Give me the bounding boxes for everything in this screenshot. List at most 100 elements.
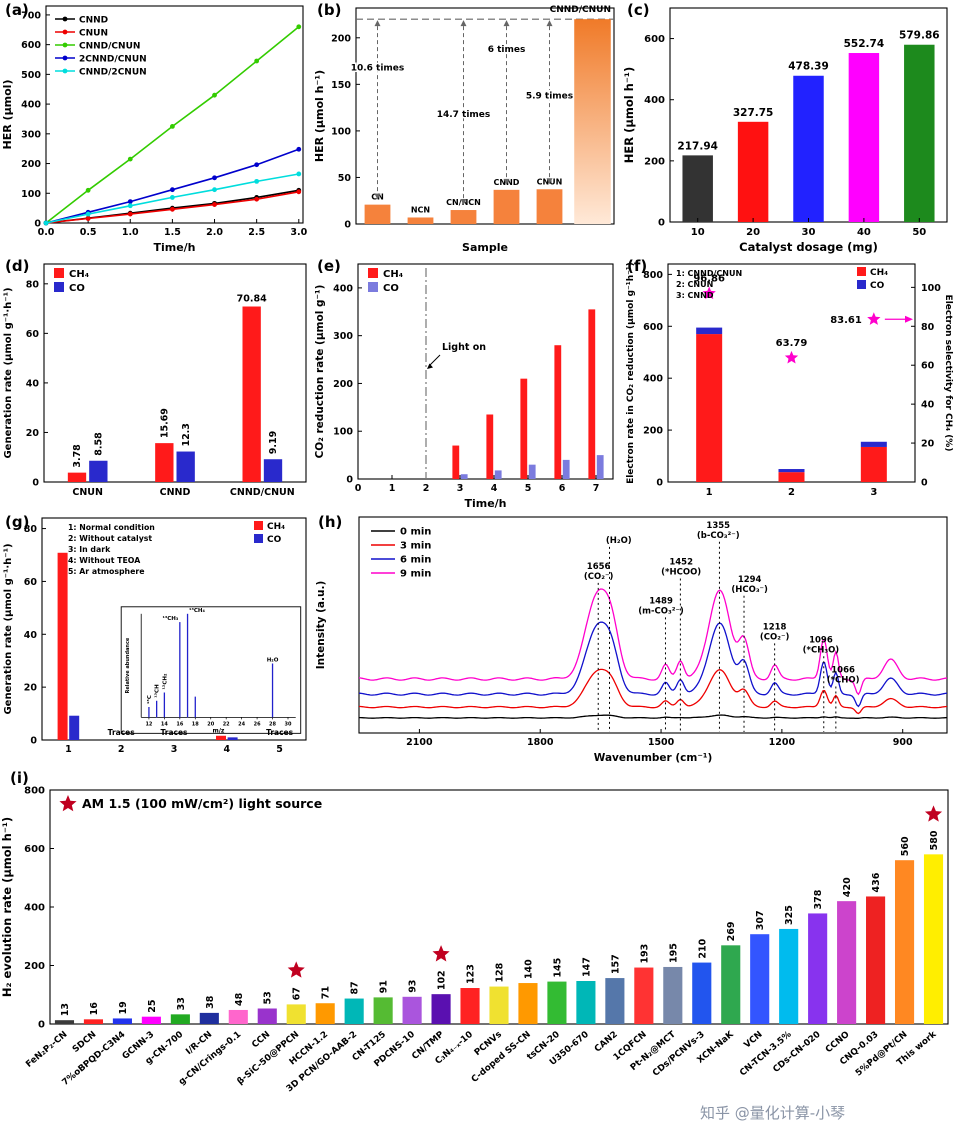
svg-text:CNND: CNND — [79, 15, 108, 25]
svg-text:1489: 1489 — [649, 596, 673, 606]
svg-text:26: 26 — [254, 721, 261, 727]
svg-text:40: 40 — [921, 400, 935, 411]
svg-text:800: 800 — [24, 786, 45, 797]
watermark: 知乎 @量化计算-小琴 — [700, 1104, 846, 1122]
svg-text:CNND/CNUN: CNND/CNUN — [230, 487, 295, 498]
svg-text:¹²CH₂: ¹²CH₂ — [161, 673, 168, 689]
svg-text:600: 600 — [24, 844, 45, 855]
svg-text:30: 30 — [802, 227, 816, 238]
svg-text:1800: 1800 — [527, 737, 554, 748]
svg-text:0: 0 — [344, 220, 351, 231]
svg-text:HER (µmol h⁻¹): HER (µmol h⁻¹) — [622, 67, 636, 163]
panel-h: (h) 2100 1800 1500 1200 900 Wavenumber (cm⁻¹)… — [313, 512, 957, 766]
svg-text:Electron selectivity for CH₄ (: Electron selectivity for CH₄ (%) — [943, 295, 953, 452]
svg-text:CO: CO — [267, 535, 282, 545]
svg-text:100: 100 — [331, 126, 351, 137]
svg-text:1.0: 1.0 — [122, 227, 139, 238]
svg-text:217.94: 217.94 — [677, 140, 718, 152]
svg-text:20: 20 — [746, 227, 760, 238]
panel-c-label: (c) — [627, 1, 650, 19]
svg-text:300: 300 — [333, 331, 353, 342]
svg-text:123: 123 — [466, 964, 477, 984]
svg-text:CNUN: CNUN — [72, 487, 103, 498]
svg-text:¹³C: ¹³C — [146, 695, 153, 704]
svg-text:600: 600 — [21, 40, 41, 51]
svg-text:(*HCOO): (*HCOO) — [661, 568, 701, 578]
svg-text:13: 13 — [60, 1003, 71, 1016]
panel-f: (f) 0 200 400 600 800 Electron rate in CO₂ re… — [622, 256, 957, 512]
svg-text:33: 33 — [176, 997, 187, 1010]
svg-text:96.86: 96.86 — [693, 273, 725, 284]
svg-text:(b-CO₃²⁻): (b-CO₃²⁻) — [697, 531, 740, 541]
svg-text:14.7 times: 14.7 times — [437, 110, 491, 120]
panel-e-label: (e) — [317, 257, 341, 275]
panel-i: (i) 0 200 400 600 800 H₂ evolution rate (µmol… — [0, 766, 957, 1108]
svg-text:40: 40 — [857, 227, 871, 238]
svg-text:200: 200 — [21, 159, 41, 170]
panel-a: (a) 0 100 200 300 400 500 600 700 0.0 0.5 1.0 1.5 2.… — [0, 0, 312, 256]
svg-text:Time/h: Time/h — [153, 241, 195, 254]
svg-text:400: 400 — [333, 283, 353, 294]
svg-text:19: 19 — [118, 1001, 129, 1014]
panel-g: (g) 0 20 40 60 80 Generation rate (µmol g⁻¹·h… — [0, 512, 313, 766]
svg-text:83.61: 83.61 — [830, 315, 862, 326]
svg-text:12.3: 12.3 — [181, 423, 192, 446]
svg-text:1: 1 — [389, 483, 396, 494]
svg-text:60: 60 — [24, 577, 38, 588]
svg-text:145: 145 — [552, 958, 563, 978]
svg-text:140: 140 — [523, 959, 534, 979]
panel-a-label: (a) — [5, 1, 29, 19]
svg-text:0: 0 — [30, 736, 37, 747]
svg-text:Electron rate in CO₂ reduction: Electron rate in CO₂ reduction (µmol g⁻¹… — [626, 262, 636, 484]
svg-text:1: 1 — [706, 487, 713, 498]
svg-text:100: 100 — [921, 283, 941, 294]
svg-text:0: 0 — [346, 475, 353, 486]
svg-text:2100: 2100 — [406, 737, 433, 748]
chart-a-her-time-line: 0 100 200 300 400 500 600 700 0.0 0.5 1.0 1.5 2.0 2.5… — [1, 5, 308, 254]
svg-text:25: 25 — [147, 999, 158, 1012]
svg-text:2: CNUN: 2: CNUN — [676, 280, 713, 289]
svg-text:3: 3 — [457, 483, 464, 494]
svg-text:500: 500 — [21, 70, 41, 81]
svg-text:1096: 1096 — [809, 635, 833, 645]
svg-text:436: 436 — [871, 872, 882, 892]
svg-text:(CO₂⁻): (CO₂⁻) — [584, 572, 614, 582]
chart-d-generation-rate-bar: 0 20 40 60 80 Generation rate (µmol g⁻¹·h⁻¹) C… — [3, 263, 307, 498]
svg-text:20: 20 — [921, 439, 935, 450]
svg-text:CH₄: CH₄ — [69, 269, 89, 280]
panel-f-label: (f) — [627, 257, 648, 275]
svg-text:60: 60 — [26, 329, 40, 340]
svg-text:30: 30 — [285, 721, 292, 727]
svg-text:7: 7 — [593, 483, 600, 494]
svg-text:0 min: 0 min — [400, 527, 431, 538]
svg-text:80: 80 — [921, 322, 935, 333]
svg-text:269: 269 — [726, 921, 737, 941]
svg-text:1294: 1294 — [738, 575, 762, 585]
svg-text:700: 700 — [21, 10, 41, 21]
panel-g-label: (g) — [5, 513, 30, 531]
panel-b-label: (b) — [317, 1, 342, 19]
svg-text:3: 3 — [870, 487, 877, 498]
svg-text:5%Pd@Pt/CN: 5%Pd@Pt/CN — [854, 1030, 910, 1079]
svg-text:193: 193 — [639, 944, 650, 964]
svg-text:2.0: 2.0 — [206, 227, 223, 238]
svg-text:CNND/2CNUN: CNND/2CNUN — [79, 67, 147, 77]
svg-text:400: 400 — [643, 374, 663, 385]
svg-text:150: 150 — [331, 80, 351, 91]
svg-text:VCN: VCN — [742, 1030, 764, 1051]
svg-text:560: 560 — [900, 836, 911, 856]
svg-text:CNUN: CNUN — [79, 28, 108, 38]
svg-text:(CO₂⁻): (CO₂⁻) — [760, 632, 790, 642]
svg-text:(H₂O): (H₂O) — [606, 536, 632, 546]
svg-text:Traces: Traces — [160, 728, 188, 737]
svg-text:1: Normal condition: 1: Normal condition — [68, 523, 155, 532]
svg-text:0: 0 — [658, 218, 665, 229]
svg-text:CH₄: CH₄ — [267, 522, 285, 532]
svg-text:CNND: CNND — [160, 487, 191, 498]
svg-text:28: 28 — [269, 721, 276, 727]
svg-text:HER (µmol h⁻¹): HER (µmol h⁻¹) — [313, 70, 326, 162]
svg-text:307: 307 — [755, 910, 766, 930]
svg-text:¹³CH₄: ¹³CH₄ — [189, 607, 205, 614]
svg-text:CO₂ reduction rate (µmol g⁻¹): CO₂ reduction rate (µmol g⁻¹) — [314, 285, 326, 459]
